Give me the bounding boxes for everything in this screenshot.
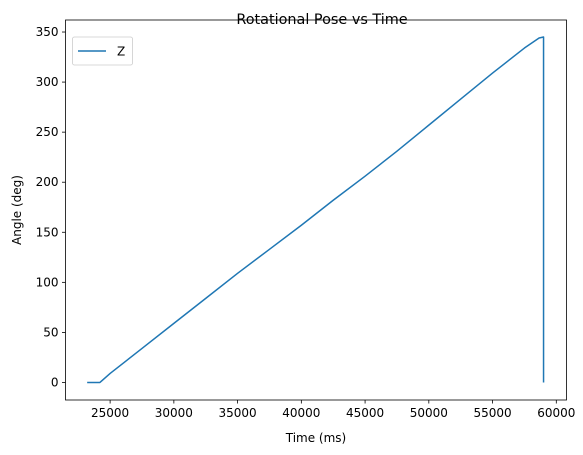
y-tick-label: 150: [36, 225, 59, 239]
legend-label-z: Z: [117, 45, 125, 59]
series-layer: [87, 36, 545, 384]
legend: Z: [72, 36, 133, 66]
x-axis-label: Time (ms): [285, 431, 347, 445]
y-axis: 0 50 100 150 200 250 300 350: [36, 25, 66, 389]
x-tick-label: 60000: [537, 406, 575, 420]
x-tick-label: 40000: [282, 406, 320, 420]
x-tick-label: 45000: [346, 406, 384, 420]
x-tick-label: 35000: [219, 406, 257, 420]
plot-area-frame: [65, 19, 567, 401]
x-tick-label: 55000: [473, 406, 511, 420]
series-line-z: [87, 36, 545, 384]
x-axis: 25000 30000 35000 40000 45000 50000 55000 60000: [91, 400, 575, 420]
y-tick-label: 300: [36, 75, 59, 89]
y-tick-label: 200: [36, 175, 59, 189]
x-tick-label: 30000: [155, 406, 193, 420]
y-tick-label: 350: [36, 25, 59, 39]
y-tick-label: 100: [36, 275, 59, 289]
y-tick-label: 0: [51, 375, 59, 389]
y-axis-label: Angle (deg): [10, 175, 24, 245]
x-tick-label: 25000: [91, 406, 129, 420]
y-tick-label: 50: [43, 325, 58, 339]
y-tick-label: 250: [36, 125, 59, 139]
x-tick-label: 50000: [410, 406, 448, 420]
